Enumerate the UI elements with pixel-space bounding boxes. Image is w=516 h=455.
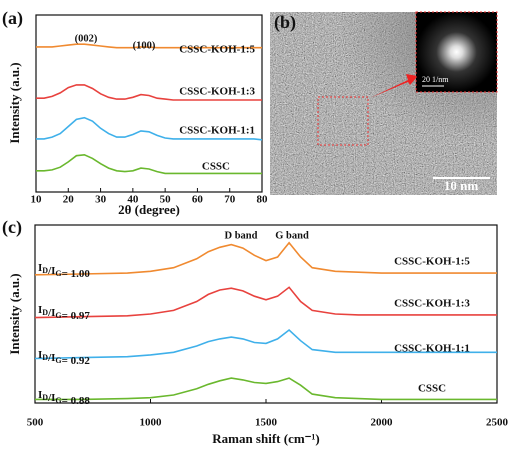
annotation: G band — [275, 230, 309, 241]
series-line — [34, 241, 497, 276]
x-tick-label: 10 — [31, 194, 43, 206]
ratio-label: ID/IG= 1.00 — [38, 262, 90, 280]
tem-image: 20 1/nm 10 nm (b) — [270, 11, 498, 195]
annotation: (100) — [133, 40, 156, 51]
plot-frame — [34, 224, 498, 404]
x-tick-label: 20 — [63, 194, 75, 206]
plot-frame — [35, 14, 263, 193]
ratio-label: ID/IG= 0.92 — [38, 349, 90, 367]
y-axis-label: Intensity (a.u.) — [7, 273, 22, 354]
x-tick-label: 1000 — [140, 417, 163, 429]
arrow — [370, 74, 418, 98]
x-tick-label: 40 — [127, 194, 139, 206]
chart: 10 20 30 40 50 60 70 80 CSSC-KOH-1:5 CSSC-KOH-1:3… — [2, 8, 268, 217]
series-label: CSSC-KOH-1:5 — [394, 256, 470, 268]
series-label: CSSC-KOH-1:3 — [394, 298, 470, 310]
x-tick-label: 70 — [224, 194, 236, 206]
chart: 500 1000 1500 2000 2500 CSSC-KOH-1:5 CSSC-KOH-… — [2, 217, 509, 446]
annotation: D band — [225, 230, 258, 241]
x-tick-label: 60 — [192, 194, 204, 206]
series-label: CSSC-KOH-1:1 — [394, 343, 470, 355]
series-line — [36, 116, 263, 141]
annotation: (002) — [75, 33, 98, 44]
panel-label: (b) — [274, 12, 296, 33]
series-label: CSSC-KOH-1:3 — [179, 86, 255, 98]
x-tick-label: 80 — [257, 194, 269, 206]
panel-label: (c) — [2, 217, 22, 238]
y-axis-label: Intensity (a.u.) — [7, 62, 22, 143]
series-label: CSSC-KOH-1:5 — [179, 44, 255, 56]
x-tick-label: 30 — [95, 194, 107, 206]
series-line — [36, 153, 262, 175]
fft-inset — [415, 11, 498, 93]
scale-bar-label: 10 nm — [444, 178, 478, 193]
series-line — [36, 84, 262, 101]
x-tick-label: 2500 — [486, 417, 509, 429]
series-label: CSSC — [202, 161, 230, 173]
x-tick-label: 1500 — [255, 417, 278, 429]
inset-scale-label: 20 1/nm — [422, 75, 449, 84]
series-label: CSSC-KOH-1:1 — [179, 125, 255, 137]
ratio-label: ID/IG= 0.97 — [38, 304, 90, 322]
series-line — [35, 377, 497, 401]
x-axis-label: Raman shift (cm⁻¹) — [212, 431, 320, 446]
x-axis-label: 2θ (degree) — [118, 202, 180, 217]
panel-label: (a) — [2, 8, 23, 29]
x-tick-label: 50 — [160, 194, 172, 206]
series-line — [34, 328, 497, 360]
series-line — [34, 286, 497, 319]
series-label: CSSC — [418, 383, 446, 395]
series-line — [36, 43, 262, 49]
x-tick-label: 500 — [27, 417, 44, 429]
selection-box — [317, 96, 369, 146]
x-tick-label: 2000 — [371, 417, 394, 429]
ratio-label: ID/IG= 0.88 — [38, 389, 90, 407]
